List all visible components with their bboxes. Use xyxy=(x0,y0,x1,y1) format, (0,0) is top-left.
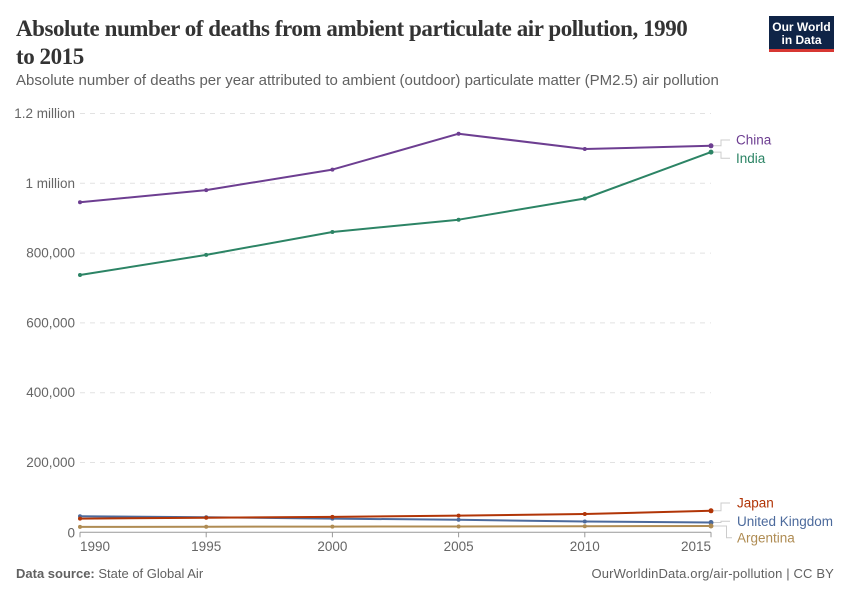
svg-text:400,000: 400,000 xyxy=(26,385,75,400)
svg-text:India: India xyxy=(736,151,766,166)
svg-text:1 million: 1 million xyxy=(25,176,75,191)
svg-text:China: China xyxy=(736,133,772,148)
svg-text:Japan: Japan xyxy=(737,496,774,511)
svg-text:1.2 million: 1.2 million xyxy=(14,106,75,121)
svg-text:2000: 2000 xyxy=(317,539,347,554)
svg-text:2005: 2005 xyxy=(444,539,474,554)
svg-text:1995: 1995 xyxy=(191,539,221,554)
svg-text:2015: 2015 xyxy=(681,539,711,554)
svg-text:Argentina: Argentina xyxy=(737,531,795,546)
svg-text:0: 0 xyxy=(67,526,75,541)
svg-text:1990: 1990 xyxy=(80,539,110,554)
svg-text:800,000: 800,000 xyxy=(26,246,75,261)
svg-text:United Kingdom: United Kingdom xyxy=(737,514,833,529)
svg-text:200,000: 200,000 xyxy=(26,455,75,470)
svg-text:2010: 2010 xyxy=(570,539,600,554)
svg-text:600,000: 600,000 xyxy=(26,315,75,330)
